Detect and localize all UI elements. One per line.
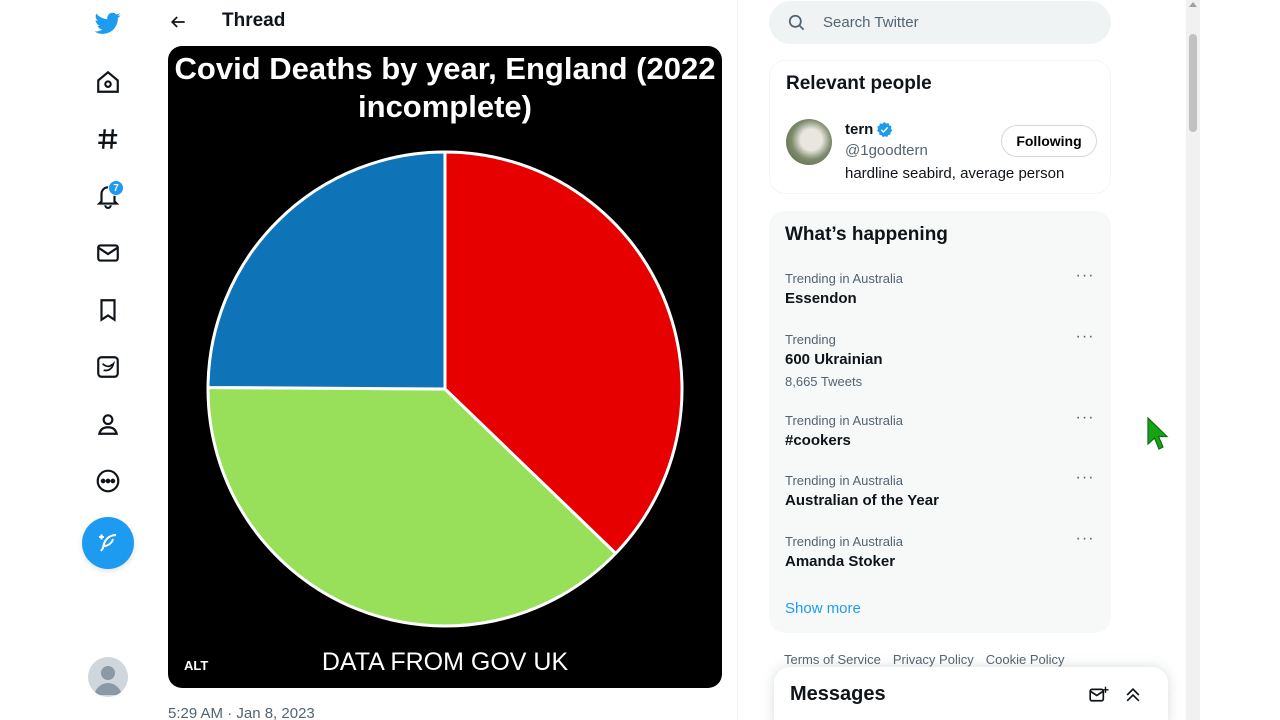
trend-item[interactable]: Trending 600 Ukrainian 8,665 Tweets ···: [785, 328, 1095, 390]
person-bio: hardline seabird, average person: [845, 165, 1065, 182]
more-dots-icon[interactable]: ···: [1075, 409, 1095, 426]
messages-title: Messages: [790, 683, 886, 705]
main-column: Thread Covid Deaths by year, England (20…: [150, 0, 738, 720]
trend-context: Trending in Australia: [785, 271, 904, 286]
back-arrow-icon[interactable]: [164, 8, 192, 36]
scrollbar-thumb[interactable]: [1189, 34, 1197, 132]
trend-tweet-count: 8,665 Tweets: [785, 374, 863, 389]
person-handle: @1goodtern: [845, 142, 928, 159]
trend-context: Trending: [785, 332, 836, 347]
notifications-badge: 7: [108, 180, 124, 196]
alt-text-badge[interactable]: ALT: [178, 656, 215, 675]
footer-links: Terms of Service Privacy Policy Cookie P…: [784, 652, 1065, 667]
messages-envelope-icon[interactable]: [88, 233, 128, 273]
following-button[interactable]: Following: [1001, 125, 1097, 157]
trend-topic: Australian of the Year: [785, 492, 939, 509]
account-avatar[interactable]: [88, 657, 128, 697]
footer-link-privacy[interactable]: Privacy Policy: [892, 652, 974, 667]
new-message-icon[interactable]: [1086, 683, 1110, 707]
bookmarks-icon[interactable]: [88, 290, 128, 330]
tweet-timestamp[interactable]: 5:29 AM · Jan 8, 2023: [168, 705, 315, 720]
person-avatar[interactable]: [786, 119, 832, 165]
chart-source-note: DATA FROM GOV UK: [321, 648, 569, 676]
person-name-row[interactable]: tern: [845, 121, 893, 138]
relevant-people-panel: Relevant people tern @1goodtern hardline…: [769, 60, 1111, 194]
home-icon[interactable]: [88, 62, 128, 102]
screen-margin: [1200, 0, 1280, 720]
left-sidebar: 7: [0, 0, 150, 720]
trend-topic: Essendon: [785, 290, 857, 307]
pie-chart: [206, 150, 684, 628]
thread-header: Thread: [150, 0, 738, 44]
trend-context: Trending in Australia: [785, 473, 904, 488]
footer-link-terms[interactable]: Terms of Service: [784, 652, 881, 667]
more-dots-icon[interactable]: ···: [1075, 328, 1095, 345]
more-options-icon[interactable]: [88, 461, 128, 501]
search-input[interactable]: [823, 1, 1093, 44]
more-dots-icon[interactable]: ···: [1075, 469, 1095, 486]
trend-item[interactable]: Trending in Australia Australian of the …: [785, 469, 1095, 510]
tweet-media-image[interactable]: Covid Deaths by year, England (2022 inco…: [168, 46, 722, 688]
messages-drawer[interactable]: Messages: [774, 667, 1168, 720]
whats-happening-panel: What’s happening Trending in Australia E…: [769, 211, 1111, 633]
trend-context: Trending in Australia: [785, 413, 904, 428]
compose-feather-icon: [99, 534, 117, 552]
more-dots-icon[interactable]: ···: [1075, 530, 1095, 547]
relevant-people-title: Relevant people: [786, 73, 932, 94]
page-title: Thread: [222, 10, 286, 31]
pie-slice-3: [206, 150, 447, 391]
show-more-link[interactable]: Show more: [785, 600, 861, 617]
chart-title: Covid Deaths by year, England (2022 inco…: [174, 51, 716, 124]
twitter-logo-icon[interactable]: [88, 3, 128, 43]
trend-item[interactable]: Trending in Australia #cookers ···: [785, 409, 1095, 450]
footer-link-cookies[interactable]: Cookie Policy: [985, 652, 1065, 667]
trend-context: Trending in Australia: [785, 534, 904, 549]
profile-icon[interactable]: [88, 404, 128, 444]
search-box[interactable]: [769, 1, 1111, 44]
person-name: tern: [845, 121, 874, 138]
trend-topic: #cookers: [785, 432, 851, 449]
trend-topic: Amanda Stoker: [785, 553, 896, 570]
trend-topic: 600 Ukrainian: [785, 351, 883, 368]
scroll-up-arrow-icon[interactable]: [1189, 2, 1197, 7]
trend-item[interactable]: Trending in Australia Amanda Stoker ···: [785, 530, 1095, 571]
whats-happening-title: What’s happening: [785, 224, 948, 245]
notifications-bell-icon[interactable]: 7: [88, 176, 128, 216]
collapse-chevrons-icon[interactable]: [1121, 683, 1145, 707]
more-dots-icon[interactable]: ···: [1075, 267, 1095, 284]
trend-item[interactable]: Trending in Australia Essendon ···: [785, 267, 1095, 308]
mouse-cursor-icon: [1147, 416, 1169, 450]
right-sidebar: Relevant people tern @1goodtern hardline…: [738, 0, 1188, 720]
explore-hashtag-icon[interactable]: [88, 119, 128, 159]
verified-badge-icon: [877, 122, 893, 138]
page-scrollbar[interactable]: [1186, 0, 1200, 720]
pie-slice-1: [443, 150, 684, 555]
pie-slice-2: [206, 386, 618, 628]
search-icon: [788, 14, 805, 31]
twitter-blue-icon[interactable]: [88, 347, 128, 387]
compose-tweet-button[interactable]: [82, 517, 134, 569]
